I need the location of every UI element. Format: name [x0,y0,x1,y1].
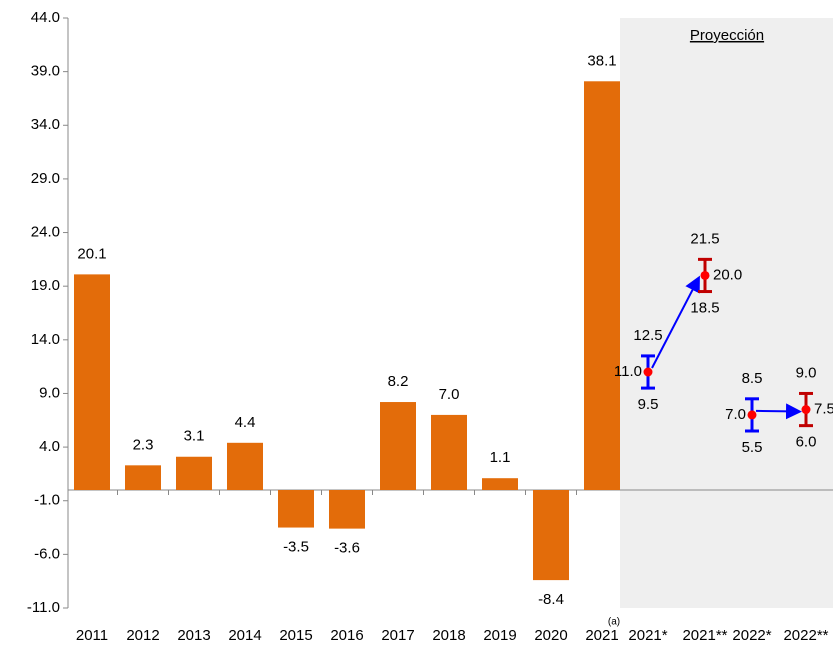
high-label: 9.0 [796,364,817,381]
x-tick-label: 2014 [228,627,261,644]
low-label: 18.5 [690,300,719,317]
x-tick-label: 2015 [279,627,312,644]
point [700,270,710,280]
y-tick-label: 34.0 [31,116,60,133]
value-label: 4.4 [235,414,256,431]
value-label: 1.1 [490,449,511,466]
y-tick-label: 44.0 [31,9,60,26]
trend-arrow [755,403,802,420]
value-label: 38.1 [587,52,616,69]
y-tick-label: -6.0 [34,545,60,562]
low-label: 5.5 [742,439,763,456]
value-label: 8.2 [388,373,409,390]
y-tick-label: 9.0 [39,384,60,401]
x-tick-label: 2016 [330,627,363,644]
bar [431,414,467,490]
x-tick-label: 2012 [126,627,159,644]
bar [125,465,161,490]
bar [482,478,518,490]
x-tick-label: 2019 [483,627,516,644]
value-label: 20.0 [713,266,742,283]
value-label: 20.1 [77,245,106,262]
annotation: Proyección [690,27,764,44]
high-label: 8.5 [742,370,763,387]
low-label: 6.0 [796,434,817,451]
x-tick-label: 2013 [177,627,210,644]
bar [329,490,365,529]
value-label: -3.5 [283,539,309,556]
value-label: 3.1 [184,428,205,445]
trend-arrow [651,275,700,369]
point [801,405,811,415]
high-label: 21.5 [690,230,719,247]
x-tick-label: 2017 [381,627,414,644]
high-label: 12.5 [633,327,662,344]
y-tick-label: -11.0 [27,599,60,616]
value-label: 11.0 [614,363,642,380]
bar [74,274,110,490]
point [747,410,757,420]
value-label: 7.0 [725,406,746,423]
x-tick-label: 2021* [628,627,667,644]
x-tick-label: 2021** [682,627,727,644]
value-label: -8.4 [538,591,564,608]
value-label: -3.6 [334,540,360,557]
point [643,367,653,377]
bar [278,490,314,528]
x-tick-label: 2020 [534,627,567,644]
bar [176,456,212,490]
low-label: 9.5 [638,396,659,413]
y-tick-label: 4.0 [39,438,60,455]
bar [380,402,416,490]
x-tick-label: 2011 [76,627,108,644]
bar [533,490,569,581]
category-note: (a) [608,617,620,628]
y-tick-label: 39.0 [31,63,60,80]
y-tick-label: 19.0 [31,277,60,294]
y-tick-label: 29.0 [31,170,60,187]
projection-region [620,18,833,608]
x-tick-label: 2018 [432,627,465,644]
x-tick-label: 2021 [585,627,618,644]
value-label: 7.0 [439,386,460,403]
value-label: 7.5 [814,401,833,418]
y-tick-label: 14.0 [31,331,60,348]
y-tick-label: 24.0 [31,224,60,241]
x-tick-label: 2022** [783,627,828,644]
y-tick-label: -1.0 [34,492,60,509]
x-tick-label: 2022* [732,627,771,644]
value-label: 2.3 [133,436,154,453]
bar [227,442,263,490]
bar [584,81,620,491]
